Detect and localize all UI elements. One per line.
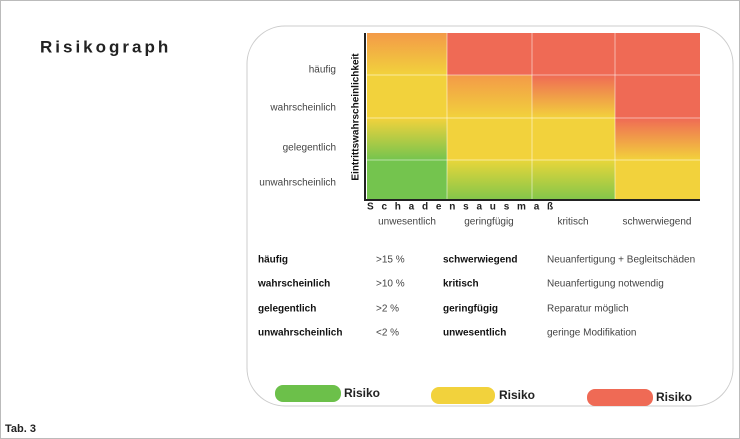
legend-cell: geringe Modifikation — [547, 328, 637, 339]
legend-cell: Neuanfertigung notwendig — [547, 279, 664, 290]
legend-cell: >15 % — [376, 255, 405, 266]
row-label: unwahrscheinlich — [259, 178, 336, 189]
legend-cell: unwesentlich — [443, 328, 506, 339]
y-axis-label: Eintrittswahrscheinlichkeit — [351, 53, 362, 181]
legend-cell: <2 % — [376, 328, 399, 339]
pill-red — [587, 389, 653, 406]
legend-cell: unwahrscheinlich — [258, 328, 342, 339]
title: Risikograph — [40, 37, 171, 56]
legend-cell: >10 % — [376, 279, 405, 290]
risk-word: Risiko — [656, 390, 692, 404]
column-label: unwesentlich — [378, 217, 436, 228]
legend-cell: schwerwiegend — [443, 255, 517, 266]
pill-yellow — [431, 387, 495, 404]
legend-cell: wahrscheinlich — [257, 279, 330, 290]
column-label: kritisch — [557, 217, 588, 228]
column-label: geringfügig — [464, 217, 513, 228]
matrix — [364, 33, 700, 201]
x-axis-label: S c h a d e n s a u s m a ß — [367, 202, 556, 213]
row-label: gelegentlich — [283, 143, 336, 154]
caption: Tab. 3 — [5, 423, 36, 435]
legend-cell: geringfügig — [443, 304, 498, 315]
legend-cell: >2 % — [376, 304, 399, 315]
pill-green — [275, 385, 341, 402]
legend-cell: Neuanfertigung + Begleitschäden — [547, 255, 695, 266]
risk-word: Risiko — [344, 386, 380, 400]
legend-cell: gelegentlich — [258, 304, 316, 315]
panel — [246, 25, 734, 407]
legend-cell: kritisch — [443, 279, 479, 290]
row-label: häufig — [309, 65, 336, 76]
column-label: schwerwiegend — [623, 217, 692, 228]
legend-cell: Reparatur möglich — [547, 304, 629, 315]
risk-word: Risiko — [499, 388, 535, 402]
row-label: wahrscheinlich — [269, 103, 336, 114]
legend-cell: häufig — [258, 255, 288, 266]
